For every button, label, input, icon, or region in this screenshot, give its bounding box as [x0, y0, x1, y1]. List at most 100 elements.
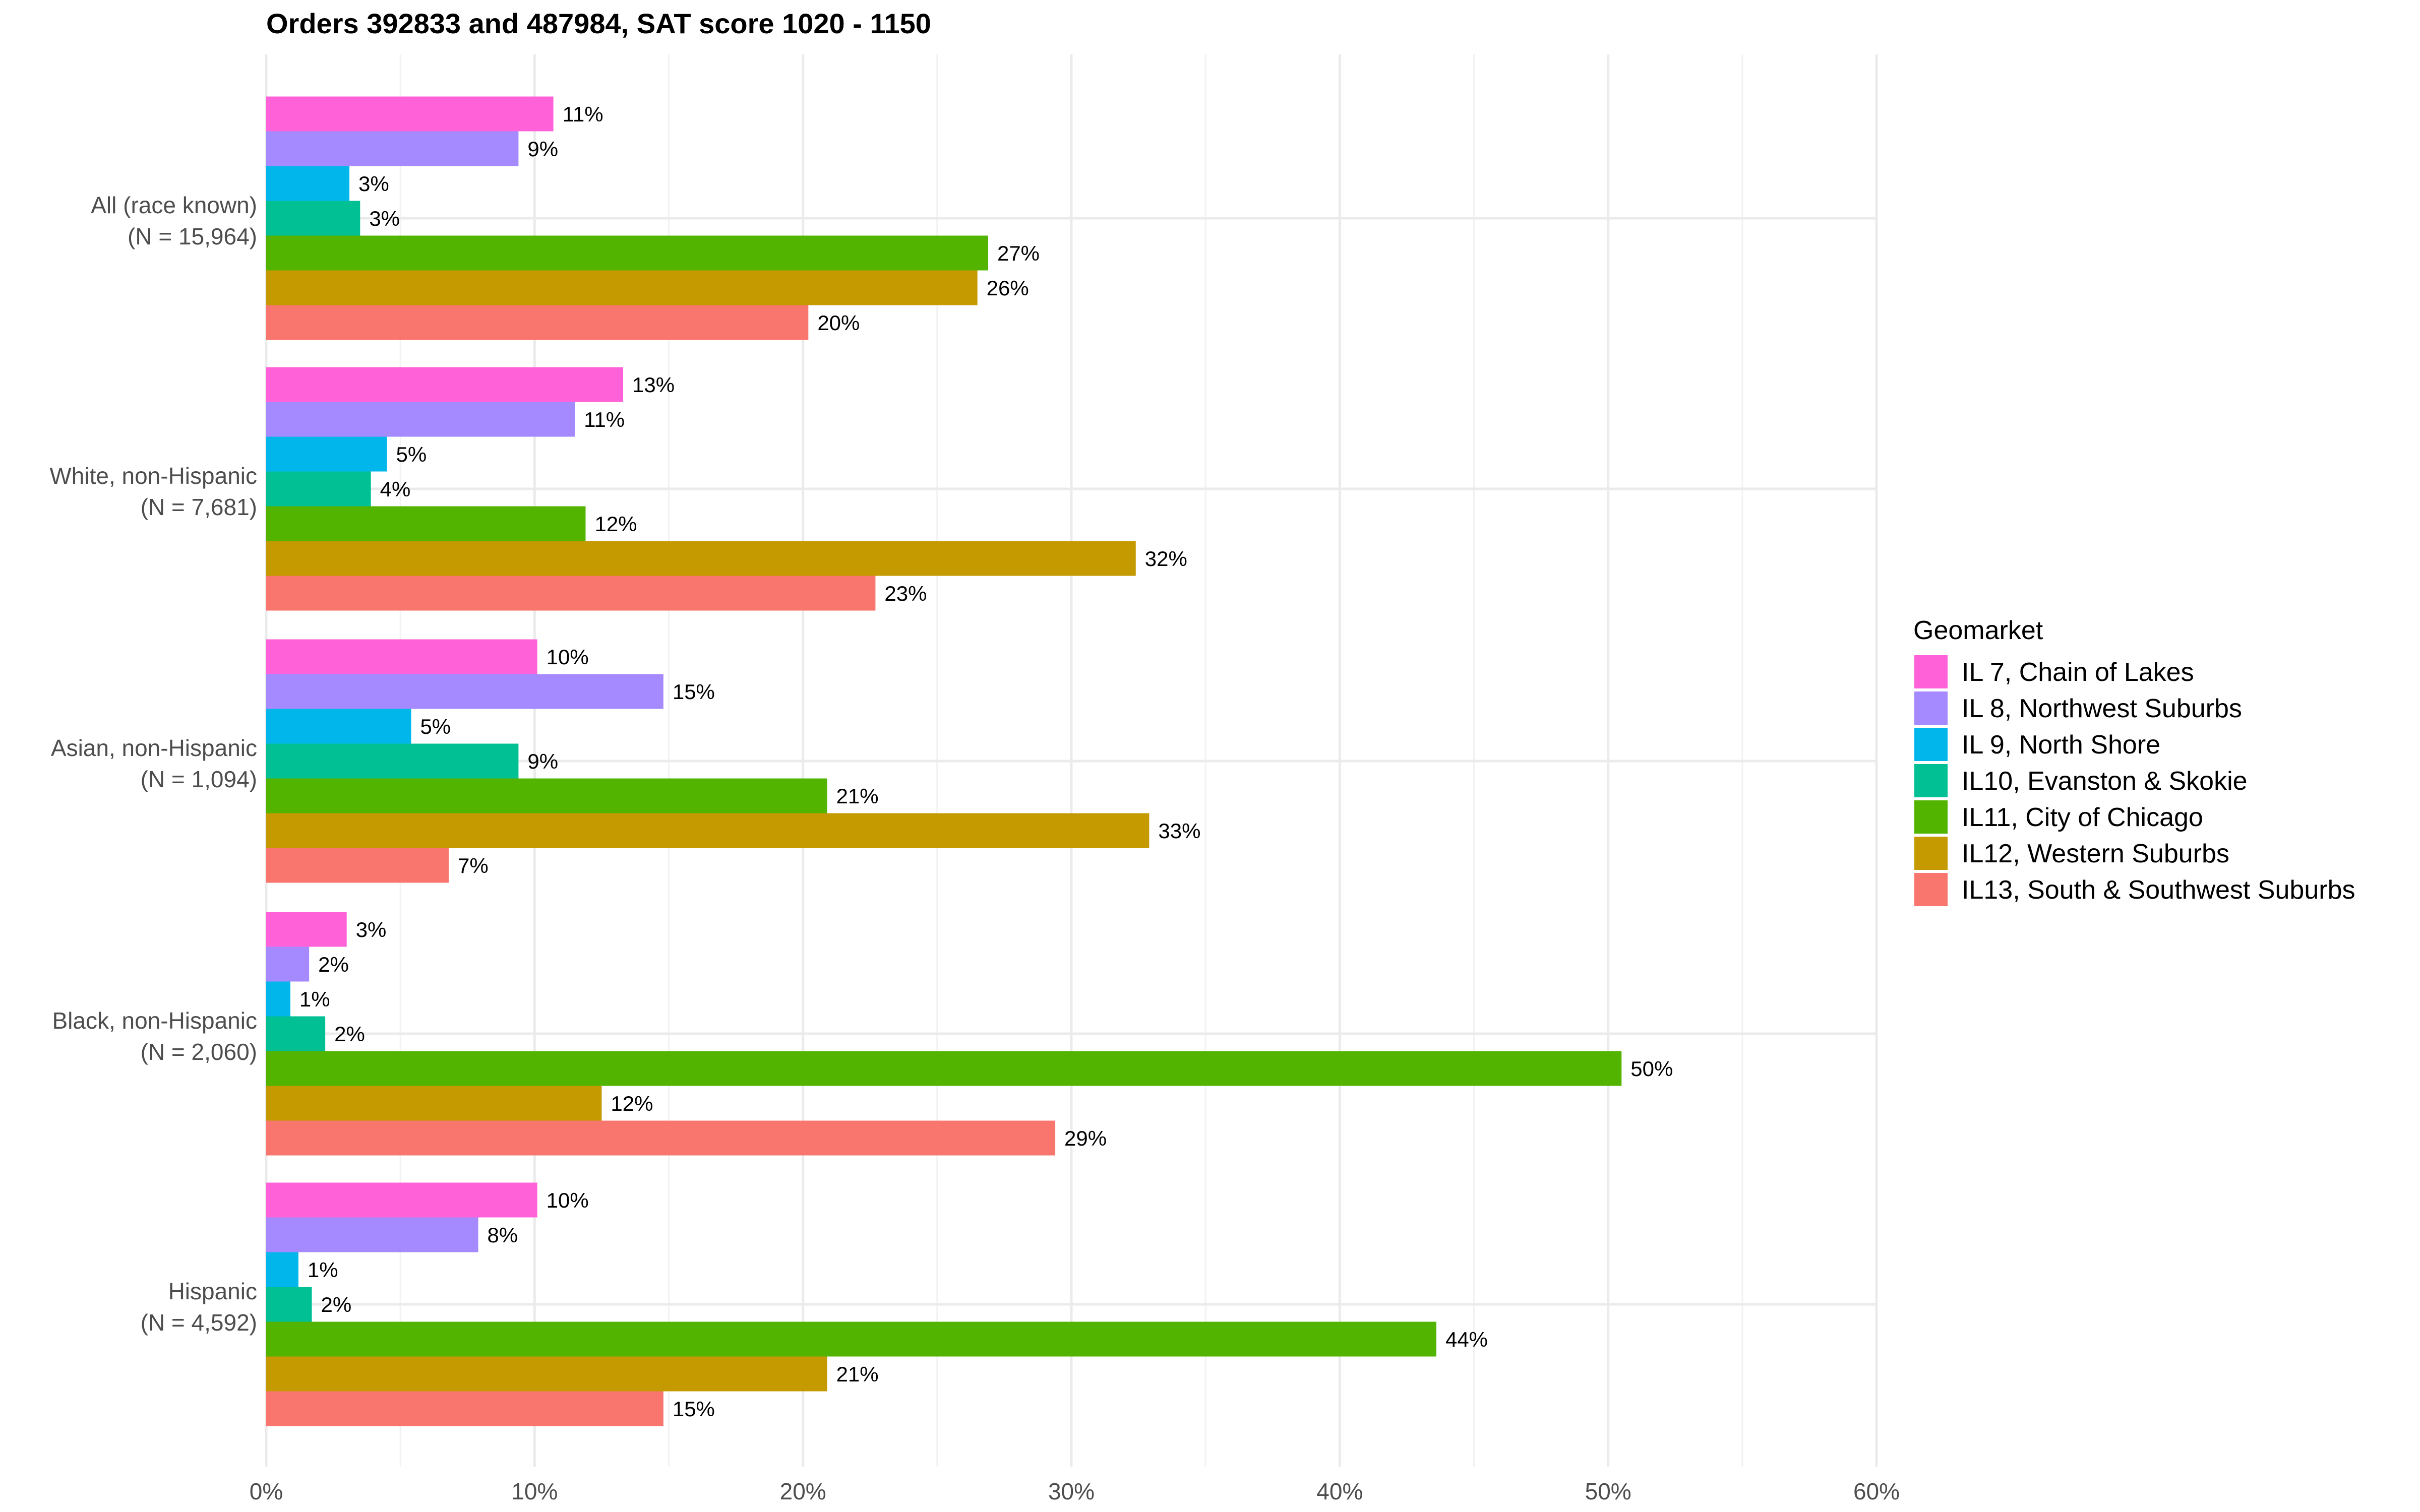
x-tick-label: 20%	[780, 1478, 826, 1504]
data-label: 2%	[318, 953, 349, 976]
bar	[266, 709, 411, 744]
bar	[266, 1321, 1436, 1357]
y-tick-sublabel: (N = 2,060)	[141, 1039, 257, 1065]
data-label: 2%	[334, 1022, 365, 1046]
y-tick-label: Hispanic	[168, 1278, 257, 1304]
legend-title: Geomarket	[1913, 616, 2043, 645]
legend-label: IL 9, North Shore	[1962, 730, 2160, 760]
data-label: 3%	[358, 172, 389, 196]
legend-swatch	[1914, 800, 1948, 834]
y-tick-label: Black, non-Hispanic	[52, 1007, 257, 1034]
bar	[266, 743, 519, 779]
bar	[266, 778, 827, 813]
legend-label: IL13, South & Southwest Suburbs	[1962, 875, 2355, 905]
bar	[266, 674, 663, 709]
data-label: 10%	[547, 645, 589, 669]
data-label: 9%	[527, 749, 558, 773]
bar	[266, 1051, 1622, 1086]
legend-items: IL 7, Chain of Lakes IL 8, Northwest Subu…	[1914, 655, 2355, 906]
data-label: 12%	[611, 1092, 653, 1115]
data-label: 7%	[458, 854, 489, 877]
legend-label: IL11, City of Chicago	[1962, 803, 2203, 832]
legend-label: IL12, Western Suburbs	[1962, 839, 2229, 868]
data-label: 3%	[356, 918, 387, 941]
chart-title: Orders 392833 and 487984, SAT score 1020…	[266, 8, 931, 39]
data-label: 27%	[997, 241, 1040, 265]
x-tick-label: 60%	[1853, 1478, 1900, 1504]
data-label: 33%	[1158, 819, 1200, 843]
data-label: 1%	[308, 1258, 338, 1282]
data-label: 26%	[987, 276, 1029, 300]
y-tick-sublabel: (N = 4,592)	[141, 1309, 257, 1336]
data-label: 32%	[1145, 547, 1187, 571]
data-label: 4%	[380, 477, 411, 501]
x-tick-label: 50%	[1585, 1478, 1631, 1504]
grid	[265, 54, 1878, 1467]
bar	[266, 1252, 298, 1287]
legend-swatch	[1914, 764, 1948, 797]
data-label: 3%	[369, 207, 400, 230]
y-tick-sublabel: (N = 7,681)	[141, 494, 257, 520]
bar	[266, 402, 575, 437]
bar	[266, 813, 1150, 848]
x-axis: 0% 10% 20% 30% 40% 50% 60%	[250, 1478, 1900, 1504]
bar	[266, 96, 554, 132]
bar	[266, 1287, 312, 1322]
legend-swatch	[1914, 728, 1948, 761]
bars	[266, 96, 1622, 1426]
data-label: 13%	[632, 373, 675, 397]
legend-swatch	[1914, 691, 1948, 725]
y-tick-label: All (race known)	[91, 192, 257, 218]
data-label: 44%	[1445, 1328, 1488, 1351]
legend-label: IL 8, Northwest Suburbs	[1962, 694, 2242, 723]
bar	[266, 1217, 478, 1252]
legend-swatch	[1914, 873, 1948, 906]
data-label: 15%	[673, 680, 715, 704]
legend-swatch	[1914, 655, 1948, 688]
bar	[266, 541, 1136, 576]
bar	[266, 1120, 1056, 1156]
bar	[266, 367, 624, 402]
x-tick-label: 0%	[250, 1478, 283, 1504]
bar	[266, 235, 988, 271]
bar	[266, 471, 371, 507]
bar	[266, 1086, 602, 1121]
data-label: 50%	[1630, 1057, 1673, 1081]
data-label: 10%	[547, 1188, 589, 1212]
bar	[266, 270, 978, 305]
bar	[266, 1016, 326, 1051]
data-label: 12%	[594, 512, 637, 536]
y-axis: All (race known) (N = 15,964) White, non-H…	[49, 192, 257, 1336]
bar	[266, 1356, 827, 1392]
bar	[266, 131, 519, 166]
bar	[266, 576, 876, 611]
data-label: 20%	[817, 311, 860, 335]
y-tick-sublabel: (N = 1,094)	[141, 766, 257, 792]
bar	[266, 912, 347, 947]
bar	[266, 1391, 663, 1426]
bar	[266, 201, 360, 236]
data-label: 2%	[321, 1293, 351, 1316]
bar	[266, 639, 537, 674]
bar	[266, 506, 586, 541]
bar	[266, 305, 809, 340]
data-label: 8%	[488, 1223, 518, 1247]
legend: Geomarket IL 7, Chain of Lakes IL 8, Nort…	[1913, 616, 2355, 906]
data-label: 15%	[673, 1397, 715, 1421]
data-label: 23%	[884, 582, 927, 605]
x-tick-label: 30%	[1048, 1478, 1095, 1504]
data-label: 11%	[584, 408, 625, 431]
bar	[266, 947, 310, 982]
data-labels: 11%9%3%3%27%26%20%13%11%5%4%12%32%23%10%…	[299, 102, 1673, 1421]
bar	[266, 436, 387, 472]
bar	[266, 848, 449, 883]
bar	[266, 981, 290, 1017]
x-tick-label: 10%	[511, 1478, 558, 1504]
y-tick-label: White, non-Hispanic	[49, 463, 257, 489]
legend-label: IL 7, Chain of Lakes	[1962, 658, 2194, 687]
bar	[266, 166, 350, 201]
data-label: 29%	[1064, 1126, 1107, 1150]
data-label: 9%	[527, 137, 558, 161]
data-label: 21%	[836, 1362, 879, 1386]
